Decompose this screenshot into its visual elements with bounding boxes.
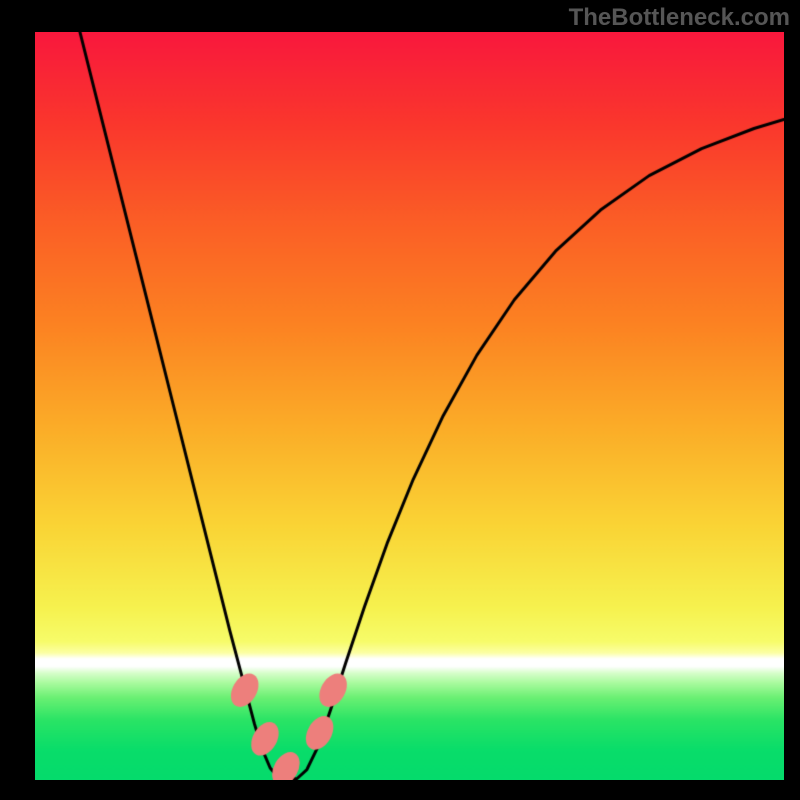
watermark-text: TheBottleneck.com [569,4,790,32]
bottleneck-chart-canvas [35,32,784,780]
